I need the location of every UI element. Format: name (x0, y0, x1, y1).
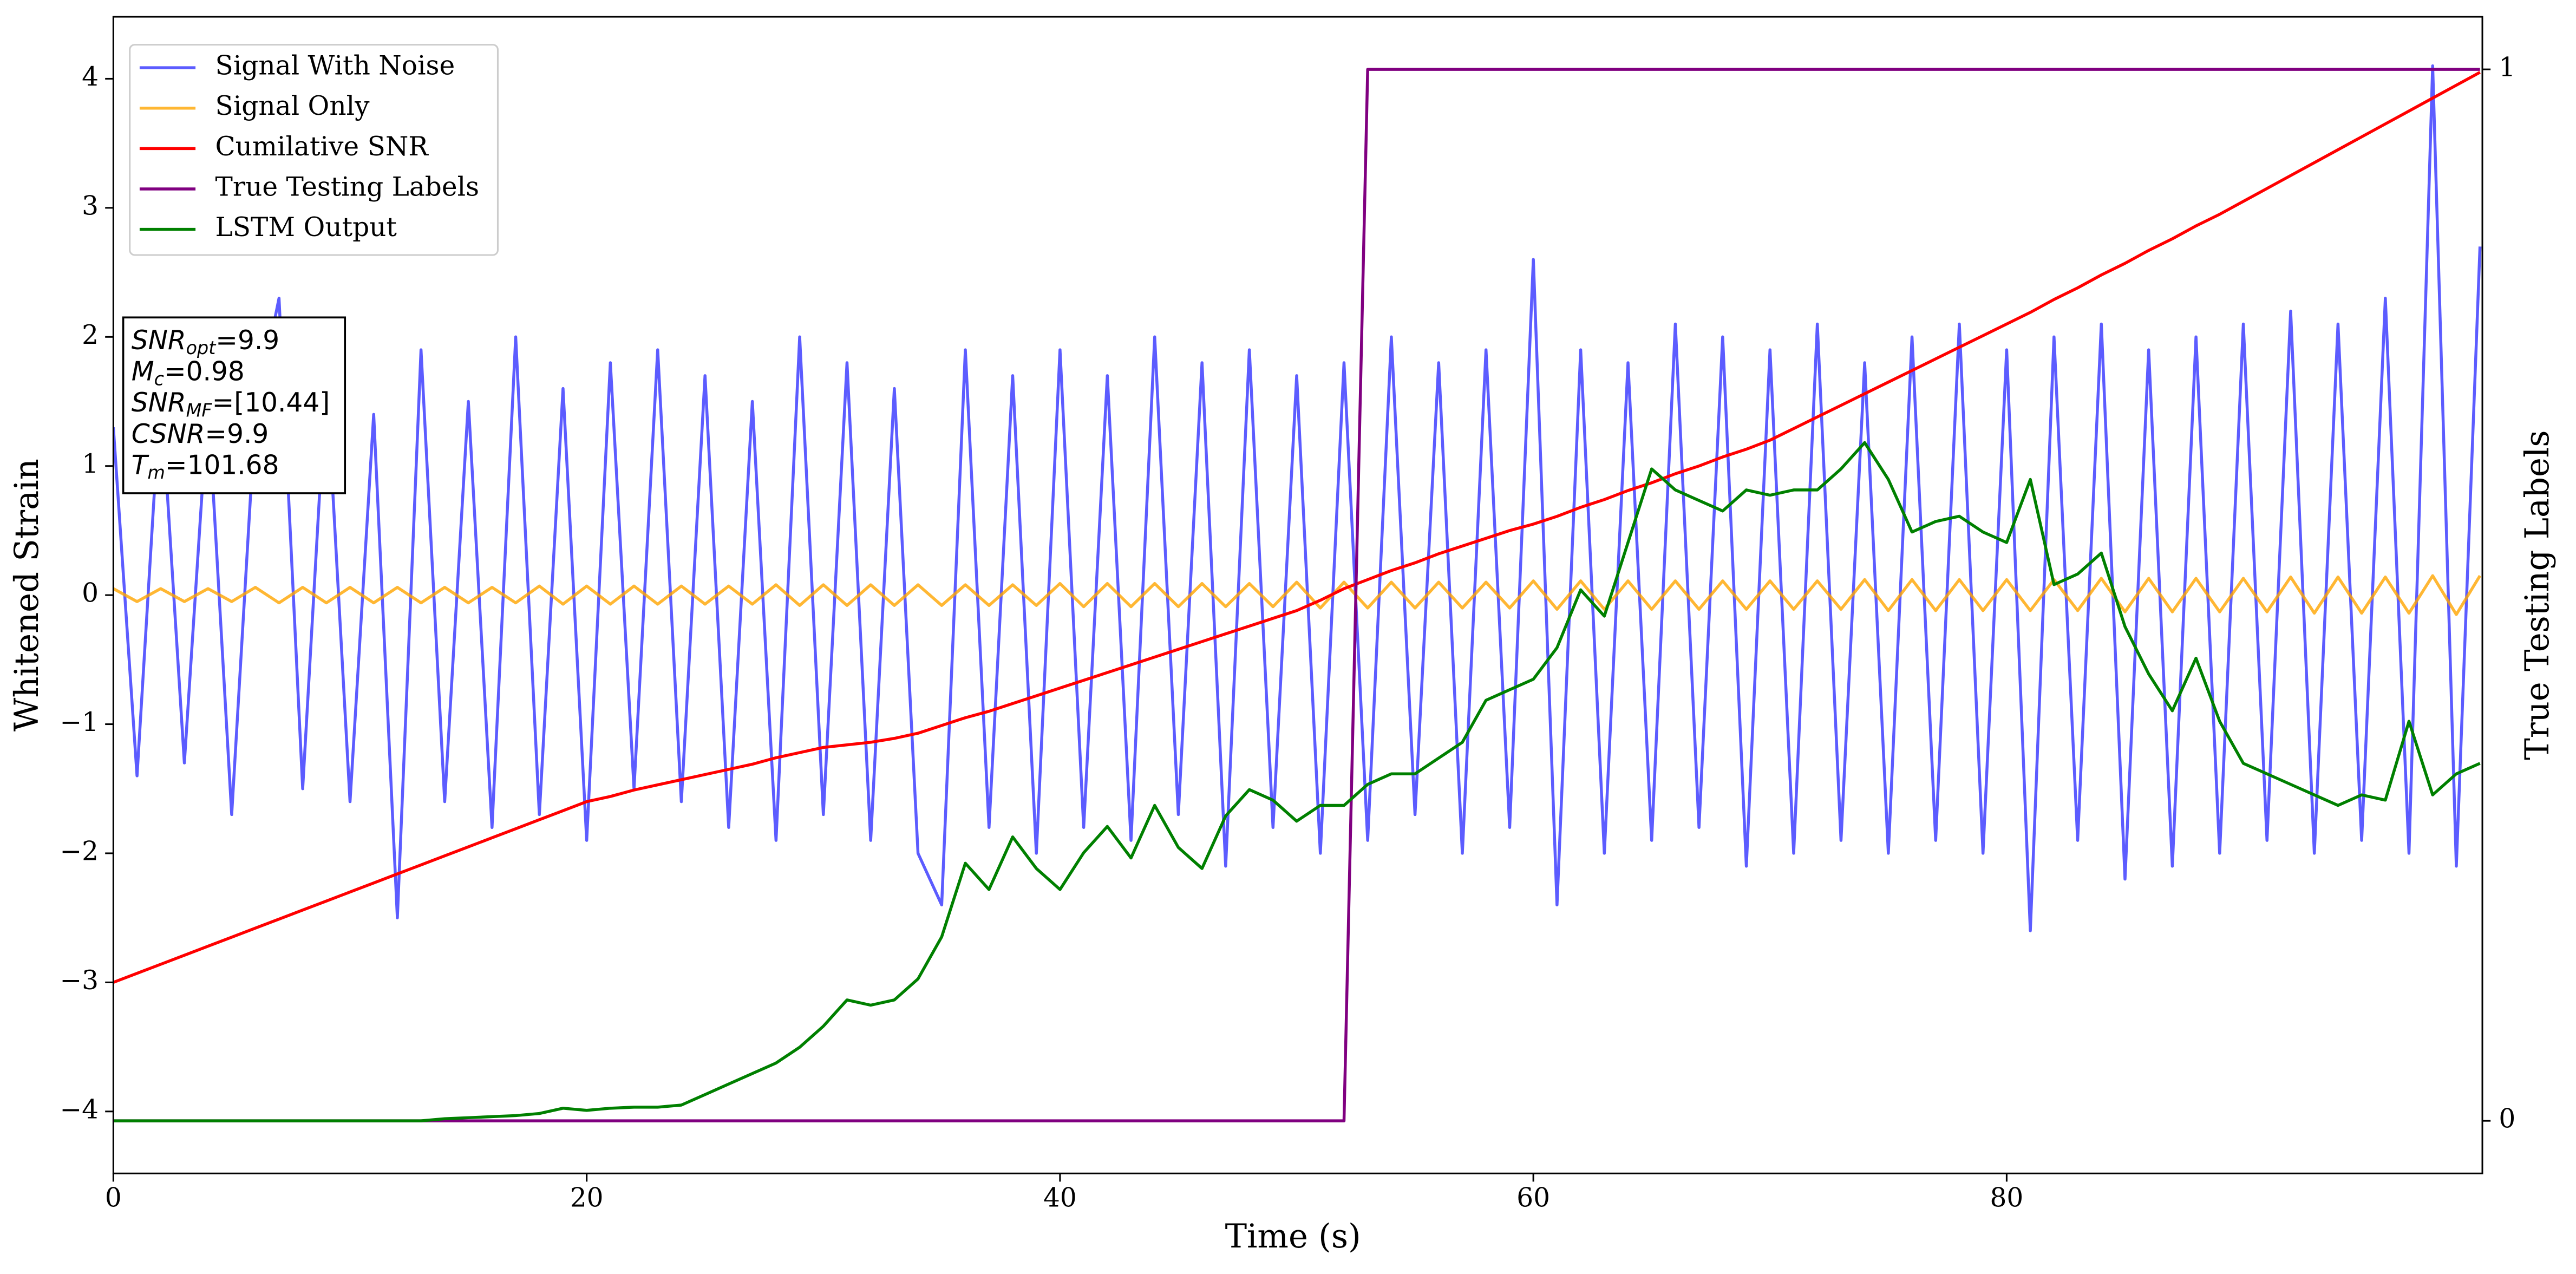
legend-label: LSTM Output (215, 212, 397, 243)
x-tick-label: 80 (1990, 1182, 2024, 1213)
annotation-value: =9.9 (205, 419, 269, 449)
series-line (113, 441, 2481, 1122)
annotation-line: CSNR=9.9 (132, 419, 269, 449)
y2-tick-label: 0 (2499, 1104, 2515, 1134)
annotation-box (122, 316, 346, 494)
x-axis-label: Time (s) (1225, 1218, 1361, 1256)
y-tick-label: 4 (82, 62, 99, 92)
annotation-symbol: T (132, 450, 149, 480)
x-tick-label: 20 (570, 1182, 604, 1213)
x-tick-label: 0 (105, 1182, 122, 1213)
annotation-value: =0.98 (164, 356, 245, 387)
y2-tick-label: 1 (2499, 53, 2515, 83)
annotation-line: Mc=0.98 (132, 356, 245, 389)
annotation-subscript: MF (186, 400, 213, 421)
annotation-symbol: CSNR (132, 419, 205, 449)
annotation-line: SNRMF=[10.44] (132, 388, 330, 421)
series-line (113, 64, 2482, 932)
annotation-value: =9.9 (215, 325, 279, 356)
series-line (113, 71, 2481, 984)
annotation-value: =[10.44] (212, 388, 330, 418)
y-tick-label: 0 (82, 578, 99, 609)
annotation-symbol: SNR (132, 388, 186, 418)
y-axis-label: Whitened Strain (8, 459, 46, 731)
annotation-symbol: M (132, 356, 154, 387)
y-tick-label: −3 (60, 965, 99, 996)
legend-label: Signal Only (215, 91, 370, 121)
annotation-subscript: m (147, 462, 165, 483)
legend-label: Cumilative SNR (215, 132, 429, 162)
series-line (113, 574, 2481, 616)
y-tick-label: −1 (60, 707, 99, 737)
y-tick-label: −4 (60, 1094, 99, 1125)
annotation-line: SNRopt=9.9 (132, 325, 279, 358)
y2-axis-label: True Testing Labels (2519, 430, 2557, 760)
annotation-value: =101.68 (165, 450, 279, 480)
y-tick-label: 3 (82, 191, 99, 221)
legend-label: True Testing Labels (215, 172, 480, 202)
y-tick-label: −2 (60, 836, 99, 866)
annotation-subscript: c (154, 368, 164, 389)
x-tick-label: 40 (1043, 1182, 1077, 1213)
annotation-line: Tm=101.68 (132, 450, 279, 483)
y-tick-label: 2 (82, 320, 99, 350)
legend-label: Signal With Noise (215, 51, 455, 81)
annotation-subscript: opt (186, 337, 217, 358)
series-line (113, 68, 2480, 1122)
plot-frame (112, 16, 2483, 1174)
y-tick-label: 1 (82, 449, 99, 479)
annotation-symbol: SNR (132, 325, 186, 356)
legend-box (129, 44, 499, 256)
x-tick-label: 60 (1516, 1182, 1550, 1213)
